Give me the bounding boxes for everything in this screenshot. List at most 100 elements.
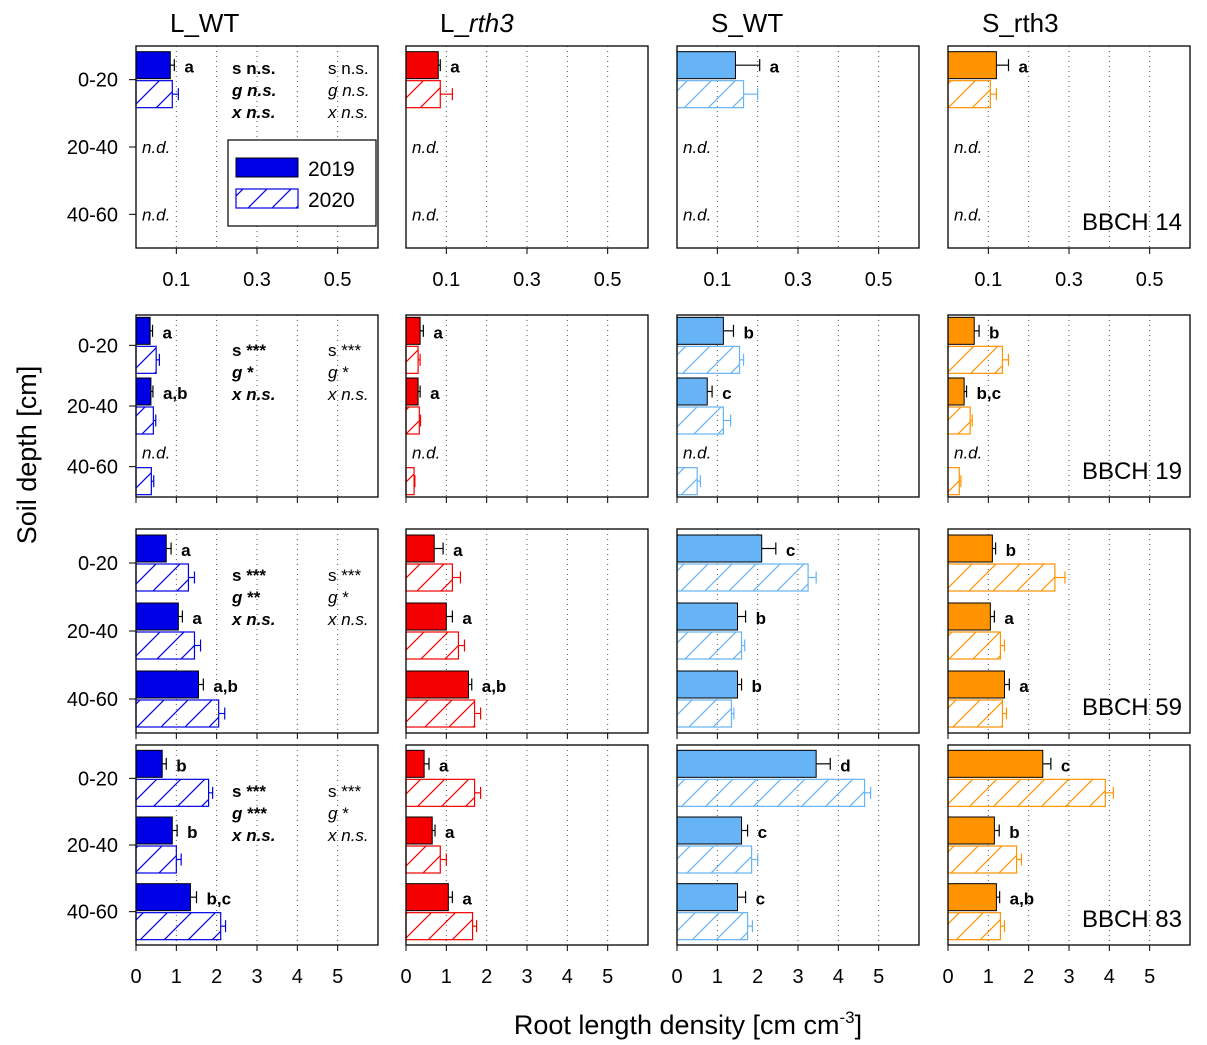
stat-bold: x n.s. xyxy=(231,385,275,404)
stat-value: *** xyxy=(341,341,361,360)
stat-value: ** xyxy=(247,588,261,607)
bar-2020 xyxy=(405,699,476,728)
bar-2020 xyxy=(947,345,1004,374)
x-tick-label: 0.3 xyxy=(784,269,812,291)
not-determined-label: n.d. xyxy=(954,138,982,157)
depth-label-40-60: 40-60 xyxy=(67,902,118,924)
significance-letter: a xyxy=(453,541,463,560)
bar-2019 xyxy=(676,816,743,845)
bar-2019 xyxy=(135,602,179,631)
stat-value: n.s. xyxy=(246,610,275,629)
not-determined-label: n.d. xyxy=(142,138,170,157)
x-tick-label: 0.1 xyxy=(432,269,460,291)
bar-2020 xyxy=(947,467,960,496)
stat-factor: x xyxy=(231,385,246,404)
stat-value: n.s. xyxy=(341,826,368,845)
x-tick-label: 3 xyxy=(792,966,803,988)
bar-2020 xyxy=(676,912,749,941)
stat-factor: g xyxy=(231,81,247,100)
x-tick-label: 0.1 xyxy=(703,269,731,291)
significance-letter: a,b xyxy=(213,677,238,696)
column-title-text: S_rth3 xyxy=(982,8,1059,38)
bar-2019 xyxy=(135,883,191,912)
bar-2019 xyxy=(135,534,167,563)
bar-2020 xyxy=(135,563,190,592)
significance-letter: a xyxy=(1019,677,1029,696)
stat-factor: s xyxy=(328,566,341,585)
bar-2020 xyxy=(135,80,173,109)
significance-letter: c xyxy=(756,890,765,909)
bar-2020 xyxy=(676,845,753,874)
x-tick-label: 0.1 xyxy=(974,269,1002,291)
not-determined-label: n.d. xyxy=(142,205,170,224)
stat-bold: x n.s. xyxy=(231,103,275,122)
stat-factor: s xyxy=(232,782,246,801)
stat-factor: x xyxy=(231,103,246,122)
bar-2020 xyxy=(676,406,724,435)
bar-2019 xyxy=(676,377,708,406)
stat-bold: s *** xyxy=(232,782,266,801)
stat-value: * xyxy=(342,588,349,607)
not-determined-label: n.d. xyxy=(412,138,440,157)
significance-letter: a xyxy=(1004,609,1014,628)
bar-2019 xyxy=(947,51,997,80)
stat-factor: g xyxy=(328,804,342,823)
bar-2019 xyxy=(135,816,173,845)
bar-2020 xyxy=(676,80,745,109)
stat-value: *** xyxy=(246,782,266,801)
legend-label-2020: 2020 xyxy=(308,189,355,212)
significance-letter: b xyxy=(1006,541,1016,560)
stat-bold: g * xyxy=(231,363,254,382)
x-tick-label: 0.3 xyxy=(1055,269,1083,291)
stat-value: n.s. xyxy=(246,385,275,404)
bar-2019 xyxy=(135,377,152,406)
stat-value: n.s. xyxy=(341,385,368,404)
depth-label-20-40: 20-40 xyxy=(67,835,118,857)
bar-2019 xyxy=(405,534,435,563)
stat-plain: x n.s. xyxy=(327,610,369,629)
bar-2019 xyxy=(947,602,991,631)
stat-plain: x n.s. xyxy=(327,385,369,404)
depth-label-20-40: 20-40 xyxy=(67,137,118,159)
x-tick-label: 4 xyxy=(1104,966,1115,988)
bar-2019 xyxy=(135,670,200,699)
x-tick-label: 2 xyxy=(211,966,222,988)
stat-bold: g n.s. xyxy=(231,81,276,100)
x-tick-label: 4 xyxy=(833,966,844,988)
stat-factor: s xyxy=(328,782,341,801)
bar-2019 xyxy=(676,51,736,80)
x-tick-label: 1 xyxy=(171,966,182,988)
stat-factor: x xyxy=(327,385,341,404)
significance-letter: a xyxy=(184,58,194,77)
stat-value: n.s. xyxy=(246,59,275,78)
stat-plain: g * xyxy=(328,588,349,607)
legend-label-2019: 2019 xyxy=(308,158,355,181)
bar-2020 xyxy=(947,845,1018,874)
x-axis-label-main: Root length density [cm cm xyxy=(514,1010,840,1040)
stat-value: * xyxy=(342,804,349,823)
bar-2019 xyxy=(405,602,447,631)
stat-bold: g ** xyxy=(231,588,261,607)
stat-factor: g xyxy=(231,804,247,823)
stat-value: * xyxy=(247,363,254,382)
bar-2020 xyxy=(947,563,1056,592)
stat-plain: x n.s. xyxy=(327,103,369,122)
x-tick-label: 0.5 xyxy=(1136,269,1164,291)
not-determined-label: n.d. xyxy=(142,444,170,463)
x-tick-label: 3 xyxy=(521,966,532,988)
x-tick-label: 0.5 xyxy=(324,269,352,291)
stat-factor: g xyxy=(231,588,247,607)
stat-factor: g xyxy=(328,81,342,100)
depth-label-0-20: 0-20 xyxy=(78,335,118,357)
bar-2019 xyxy=(676,670,738,699)
bar-2020 xyxy=(405,345,419,374)
bar-2019 xyxy=(405,51,439,80)
x-tick-label: 2 xyxy=(481,966,492,988)
bar-2020 xyxy=(405,778,476,807)
growth-stage-label: BBCH 59 xyxy=(1082,694,1182,721)
bar-2019 xyxy=(947,534,993,563)
stat-value: n.s. xyxy=(246,103,275,122)
significance-letter: c xyxy=(722,384,731,403)
bar-2019 xyxy=(405,749,425,778)
bar-2019 xyxy=(405,377,419,406)
